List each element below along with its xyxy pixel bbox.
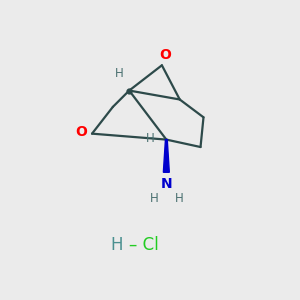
Text: N: N	[160, 177, 172, 191]
Text: H: H	[114, 67, 123, 80]
Text: O: O	[160, 48, 171, 62]
Text: H: H	[175, 192, 183, 205]
Text: H: H	[149, 192, 158, 205]
Text: O: O	[75, 125, 87, 139]
Text: – Cl: – Cl	[129, 236, 159, 254]
Polygon shape	[164, 140, 169, 172]
Text: H: H	[111, 236, 129, 254]
Text: H: H	[146, 132, 154, 145]
